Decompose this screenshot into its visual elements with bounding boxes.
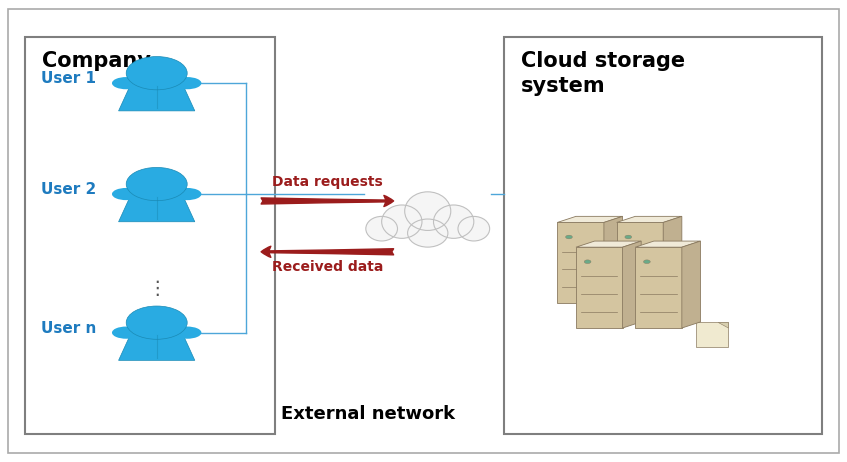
Circle shape (566, 235, 573, 239)
Polygon shape (576, 241, 641, 247)
Polygon shape (119, 194, 195, 222)
Polygon shape (663, 216, 682, 303)
Polygon shape (119, 83, 195, 111)
Ellipse shape (407, 219, 448, 247)
Ellipse shape (126, 56, 187, 90)
FancyBboxPatch shape (504, 37, 822, 434)
Text: User n: User n (41, 321, 96, 335)
Ellipse shape (382, 205, 422, 238)
Circle shape (625, 235, 632, 239)
Ellipse shape (366, 216, 397, 241)
Text: Data requests: Data requests (272, 176, 383, 189)
FancyBboxPatch shape (151, 326, 163, 333)
FancyBboxPatch shape (151, 77, 163, 83)
Ellipse shape (173, 327, 202, 339)
Circle shape (644, 260, 650, 263)
FancyBboxPatch shape (635, 247, 682, 328)
Text: Received data: Received data (272, 260, 383, 274)
Ellipse shape (126, 167, 187, 201)
Text: Cloud storage
system: Cloud storage system (521, 51, 685, 96)
FancyBboxPatch shape (557, 223, 604, 303)
FancyBboxPatch shape (25, 37, 275, 434)
Text: Company: Company (42, 51, 152, 71)
FancyBboxPatch shape (696, 322, 728, 346)
Polygon shape (557, 216, 623, 223)
FancyBboxPatch shape (8, 9, 839, 453)
Circle shape (584, 260, 591, 263)
Ellipse shape (112, 77, 141, 89)
Text: External network: External network (281, 405, 456, 423)
Polygon shape (623, 241, 641, 328)
FancyBboxPatch shape (617, 223, 663, 303)
Ellipse shape (126, 306, 187, 339)
Ellipse shape (173, 77, 202, 89)
Text: User 2: User 2 (41, 182, 96, 197)
Ellipse shape (458, 216, 490, 241)
Ellipse shape (112, 327, 141, 339)
Polygon shape (718, 322, 728, 328)
Ellipse shape (112, 188, 141, 200)
Ellipse shape (405, 192, 451, 231)
Polygon shape (604, 216, 623, 303)
Polygon shape (682, 241, 700, 328)
FancyBboxPatch shape (151, 188, 163, 194)
Polygon shape (635, 241, 700, 247)
Polygon shape (617, 216, 682, 223)
FancyBboxPatch shape (576, 247, 623, 328)
Polygon shape (119, 333, 195, 360)
Text: User 1: User 1 (41, 71, 96, 86)
Text: ⋮: ⋮ (147, 279, 167, 298)
Ellipse shape (173, 188, 202, 200)
Ellipse shape (434, 205, 473, 238)
